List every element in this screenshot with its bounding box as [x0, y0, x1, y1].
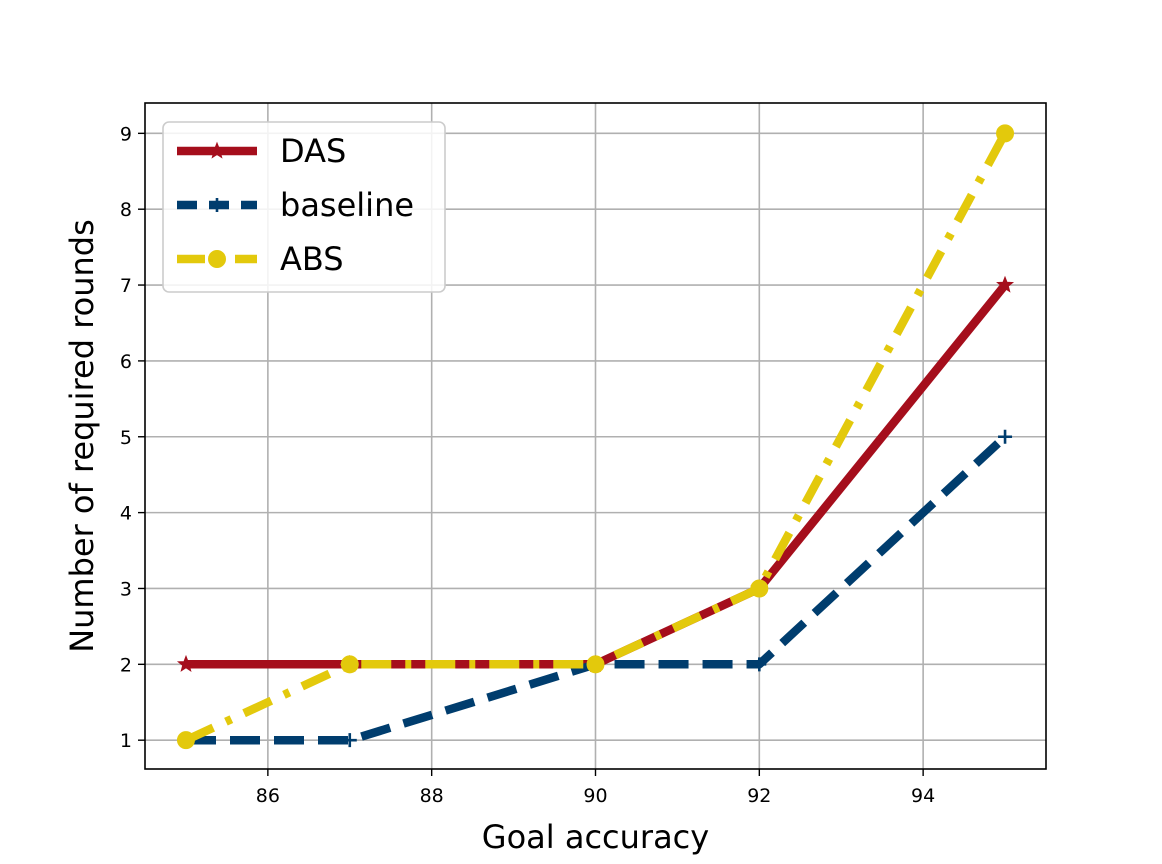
- data-point-marker: [176, 654, 195, 672]
- legend-box: [162, 121, 446, 293]
- y-tick-label: 6: [120, 351, 132, 373]
- grid-lines: [145, 103, 1046, 769]
- data-point-marker: [210, 198, 224, 212]
- data-point-marker: [586, 655, 605, 674]
- y-axis-label: Number of required rounds: [63, 219, 101, 653]
- data-point-marker: [998, 429, 1013, 444]
- x-tick-label: 92: [747, 785, 771, 807]
- legend-label: ABS: [280, 240, 344, 278]
- legend-label: baseline: [280, 186, 414, 224]
- x-tick-label: 94: [911, 785, 935, 807]
- data-point-marker: [752, 657, 767, 672]
- y-tick-label: 7: [120, 275, 132, 297]
- series-line: [184, 131, 1009, 745]
- data-point-marker: [208, 141, 226, 159]
- legend: DAS baseline ABS: [162, 121, 446, 293]
- legend-label: DAS: [280, 132, 346, 170]
- x-tick-label: 86: [256, 785, 280, 807]
- axis-ticks: 86 88 90 92 94 1 2 3 4 5 6 7 8 9: [120, 123, 935, 807]
- x-tick-label: 90: [583, 785, 607, 807]
- data-point-marker: [340, 655, 359, 674]
- series-layer: [176, 124, 1015, 750]
- data-point-marker: [208, 250, 226, 268]
- x-tick-label: 88: [420, 785, 444, 807]
- y-tick-label: 3: [120, 578, 132, 600]
- data-point-marker: [342, 733, 357, 748]
- y-tick-label: 2: [120, 654, 132, 676]
- y-tick-label: 8: [120, 199, 132, 221]
- y-tick-label: 5: [120, 427, 132, 449]
- y-tick-label: 4: [120, 503, 132, 525]
- y-tick-label: 9: [120, 123, 132, 145]
- data-point-marker: [176, 731, 195, 750]
- x-axis-label: Goal accuracy: [482, 818, 709, 856]
- series-ABS: [176, 124, 1015, 750]
- y-tick-label: 1: [120, 730, 132, 752]
- data-point-marker: [996, 275, 1015, 293]
- data-point-marker: [996, 124, 1015, 143]
- data-point-marker: [750, 579, 769, 598]
